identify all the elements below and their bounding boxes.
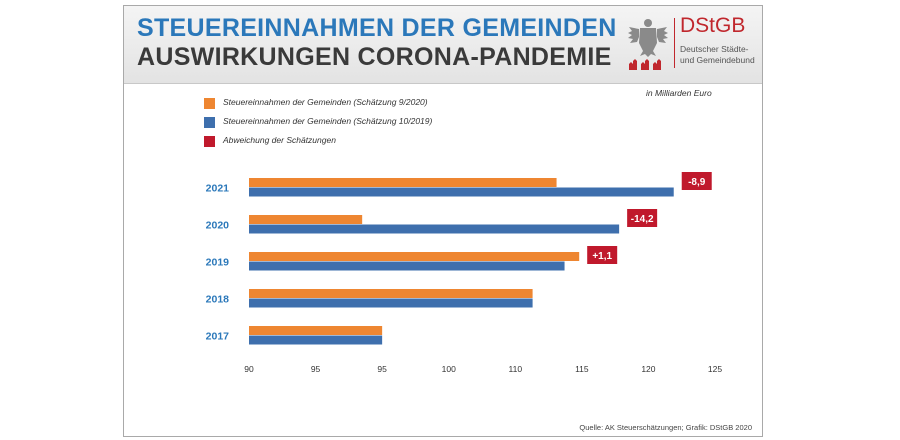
bar-estimate-2019 xyxy=(249,298,533,308)
bar-estimate-2020 xyxy=(249,289,533,298)
year-label: 2021 xyxy=(206,183,230,195)
deviation-label: -14,2 xyxy=(631,214,654,225)
infographic-card: STEUEREINNAHMEN DER GEMEINDEN AUSWIRKUNG… xyxy=(123,5,763,437)
bar-chart: 2021 -8,9 2020 -14,2 2019 +1,1 2018 2017 90 95 95 1… xyxy=(206,172,722,374)
x-tick-label: 125 xyxy=(708,364,722,374)
deviation-box xyxy=(681,172,712,190)
title-line-1: STEUEREINNAHMEN DER GEMEINDEN xyxy=(137,14,617,42)
x-tick-label: 120 xyxy=(641,364,655,374)
legend-label: Steuereinnahmen der Gemeinden (Schätzung… xyxy=(223,97,428,107)
logo-divider xyxy=(674,18,675,68)
bar-estimate-2020 xyxy=(249,215,363,224)
unit-label: in Milliarden Euro xyxy=(646,88,712,98)
legend-swatch-orange xyxy=(204,98,215,109)
legend-label: Steuereinnahmen der Gemeinden (Schätzung… xyxy=(223,116,433,126)
year-label: 2020 xyxy=(206,220,230,232)
bar-estimate-2019 xyxy=(249,261,565,271)
source-note: Quelle: AK Steuerschätzungen; Grafik: DS… xyxy=(579,423,752,432)
x-tick-label: 115 xyxy=(575,364,589,374)
x-tick-label: 95 xyxy=(377,364,387,374)
header: STEUEREINNAHMEN DER GEMEINDEN AUSWIRKUNG… xyxy=(124,6,762,84)
bar-estimate-2020 xyxy=(249,326,383,335)
bar-estimate-2020 xyxy=(249,178,557,187)
legend-swatch-blue xyxy=(204,117,215,128)
bar-estimate-2019 xyxy=(249,335,383,345)
x-tick-label: 90 xyxy=(244,364,254,374)
deviation-box xyxy=(627,209,658,227)
x-tick-label: 100 xyxy=(442,364,456,374)
x-tick-label: 95 xyxy=(311,364,321,374)
logo-subtitle: Deutscher Städte- und Gemeindebund xyxy=(680,44,755,65)
deviation-label: -8,9 xyxy=(688,177,706,188)
year-label: 2018 xyxy=(206,294,230,306)
deviation-box xyxy=(587,246,618,264)
legend-label: Abweichung der Schätzungen xyxy=(223,135,336,145)
year-label: 2017 xyxy=(206,331,230,343)
bar-estimate-2019 xyxy=(249,224,620,234)
deviation-label: +1,1 xyxy=(592,251,612,262)
title-line-2: AUSWIRKUNGEN CORONA-PANDEMIE xyxy=(137,43,612,71)
year-label: 2019 xyxy=(206,257,230,269)
bar-estimate-2020 xyxy=(249,252,580,261)
legend-swatch-red xyxy=(204,136,215,147)
logo-wordmark: DStGB xyxy=(680,14,746,37)
bar-estimate-2019 xyxy=(249,187,674,197)
eagle-emblem-icon xyxy=(628,19,668,70)
x-tick-label: 110 xyxy=(509,364,523,374)
